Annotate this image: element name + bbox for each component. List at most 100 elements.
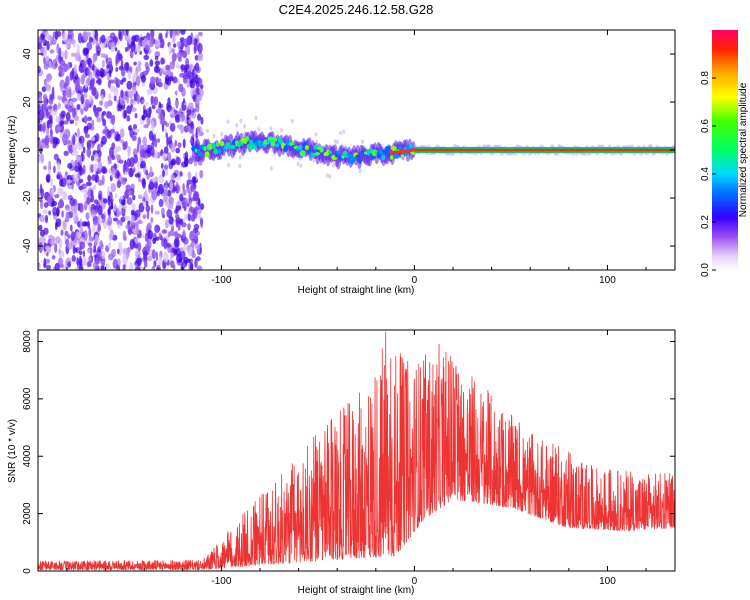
noise-blob <box>133 34 140 42</box>
noise-blob <box>113 217 118 222</box>
noise-blob <box>134 266 141 270</box>
noise-blob <box>65 41 71 48</box>
noise-blob <box>120 59 124 70</box>
noise-blob <box>212 133 216 139</box>
noise-blob <box>122 144 127 151</box>
noise-blob <box>102 118 107 127</box>
ridge-core <box>289 141 295 147</box>
noise-blob <box>55 218 62 228</box>
noise-blob <box>239 118 243 124</box>
x-tick-label: -100 <box>211 275 231 286</box>
noise-blob <box>63 90 66 100</box>
noise-blob <box>42 93 48 101</box>
noise-blob <box>55 236 61 244</box>
noise-blob <box>45 173 51 183</box>
noise-blob <box>199 203 205 210</box>
noise-blob <box>104 67 110 72</box>
noise-blob <box>189 230 195 241</box>
noise-blob <box>148 181 155 191</box>
noise-blob <box>150 217 154 224</box>
noise-blob <box>47 161 51 172</box>
noise-blob <box>97 161 103 171</box>
noise-blob <box>86 57 92 66</box>
noise-blob <box>86 147 92 158</box>
noise-blob <box>174 139 177 147</box>
noise-blob <box>128 167 135 178</box>
noise-blob <box>116 258 121 266</box>
noise-blob <box>174 184 181 194</box>
noise-blob <box>92 184 97 191</box>
noise-blob <box>41 86 47 93</box>
noise-blob <box>107 242 112 249</box>
noise-blob <box>176 205 182 210</box>
noise-blob <box>238 155 242 160</box>
noise-blob <box>171 48 175 53</box>
noise-blob <box>104 125 108 136</box>
noise-blob <box>116 180 122 189</box>
noise-blob <box>65 104 69 110</box>
noise-blob <box>70 203 75 214</box>
noise-blob <box>176 41 182 48</box>
noise-blob <box>113 202 117 212</box>
noise-blob <box>152 134 155 146</box>
x-tick-label: -100 <box>211 576 231 587</box>
noise-blob <box>67 61 71 71</box>
noise-blob <box>197 197 201 207</box>
noise-blob <box>186 81 190 88</box>
noise-blob <box>154 55 159 61</box>
noise-blob <box>98 193 102 201</box>
noise-blob <box>140 160 146 169</box>
noise-blob <box>83 48 90 55</box>
noise-blob <box>151 249 156 260</box>
colorbar-tick-label: 0.6 <box>700 119 711 133</box>
noise-blob <box>328 174 332 179</box>
noise-blob <box>74 165 80 173</box>
noise-blob <box>45 214 48 224</box>
noise-blob <box>193 223 200 230</box>
noise-blob <box>100 53 106 58</box>
noise-blob <box>77 173 81 179</box>
noise-blob <box>78 135 85 144</box>
noise-blob <box>116 99 119 105</box>
noise-blob <box>126 115 131 122</box>
noise-blob <box>173 43 177 48</box>
ridge-core <box>249 139 255 145</box>
noise-blob <box>64 49 68 60</box>
noise-blob <box>131 89 137 94</box>
ridge-core <box>267 136 274 142</box>
noise-blob <box>100 34 106 44</box>
ridge-core <box>381 154 386 161</box>
noise-blob <box>108 92 112 102</box>
noise-blob <box>188 157 193 165</box>
noise-blob <box>126 197 133 206</box>
noise-blob <box>45 76 52 83</box>
noise-blob <box>84 188 89 199</box>
noise-blob <box>171 34 176 44</box>
ridge-core <box>400 154 404 159</box>
noise-blob <box>146 89 153 96</box>
noise-blob <box>175 63 181 69</box>
noise-blob <box>66 179 72 184</box>
noise-blob <box>74 205 77 215</box>
y-tick-label: 8000 <box>22 330 33 353</box>
noise-blob <box>98 206 103 214</box>
noise-blob <box>92 30 95 38</box>
noise-blob <box>91 155 94 162</box>
noise-blob <box>38 263 42 270</box>
noise-blob <box>197 42 203 54</box>
noise-blob <box>226 119 230 124</box>
noise-blob <box>169 122 176 132</box>
noise-blob <box>198 31 203 37</box>
noise-blob <box>174 230 178 240</box>
noise-blob <box>187 45 191 55</box>
noise-blob <box>68 30 73 34</box>
y-tick-label: -40 <box>22 238 33 253</box>
noise-blob <box>91 136 96 141</box>
noise-blob <box>67 162 73 169</box>
noise-blob <box>82 60 87 70</box>
noise-blob <box>145 205 151 212</box>
noise-blob <box>111 248 116 258</box>
colorbar: 0.0 0.2 0.4 0.6 0.8 Normalized spectral ampl… <box>700 30 749 277</box>
noise-blob <box>118 30 122 40</box>
ridge-core <box>298 144 303 151</box>
